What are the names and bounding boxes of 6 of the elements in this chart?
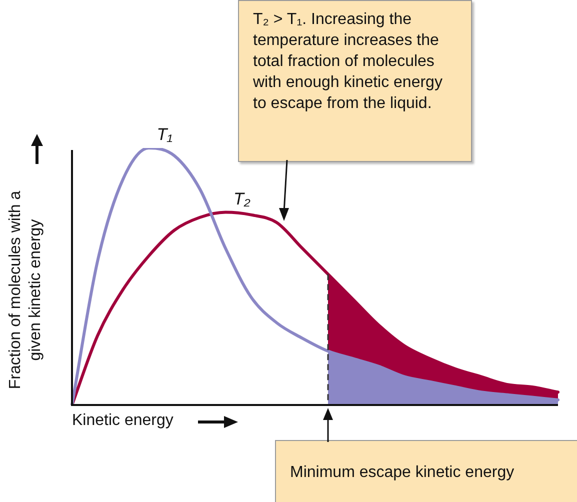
y-axis-title: Fraction of molecules with a given kinetic energy (6, 190, 45, 392)
text: T₂ > T₁. Increasing the temperature increases the total fraction of molecules with enough kinetic energy to escape from the liquid. (238, 0, 472, 162)
text: Minimum escape kinetic energy (275, 440, 577, 502)
series-label: T₁ (156, 125, 172, 144)
x-axis-title: Kinetic energy (72, 412, 174, 430)
series-label: T₂ (233, 189, 251, 208)
